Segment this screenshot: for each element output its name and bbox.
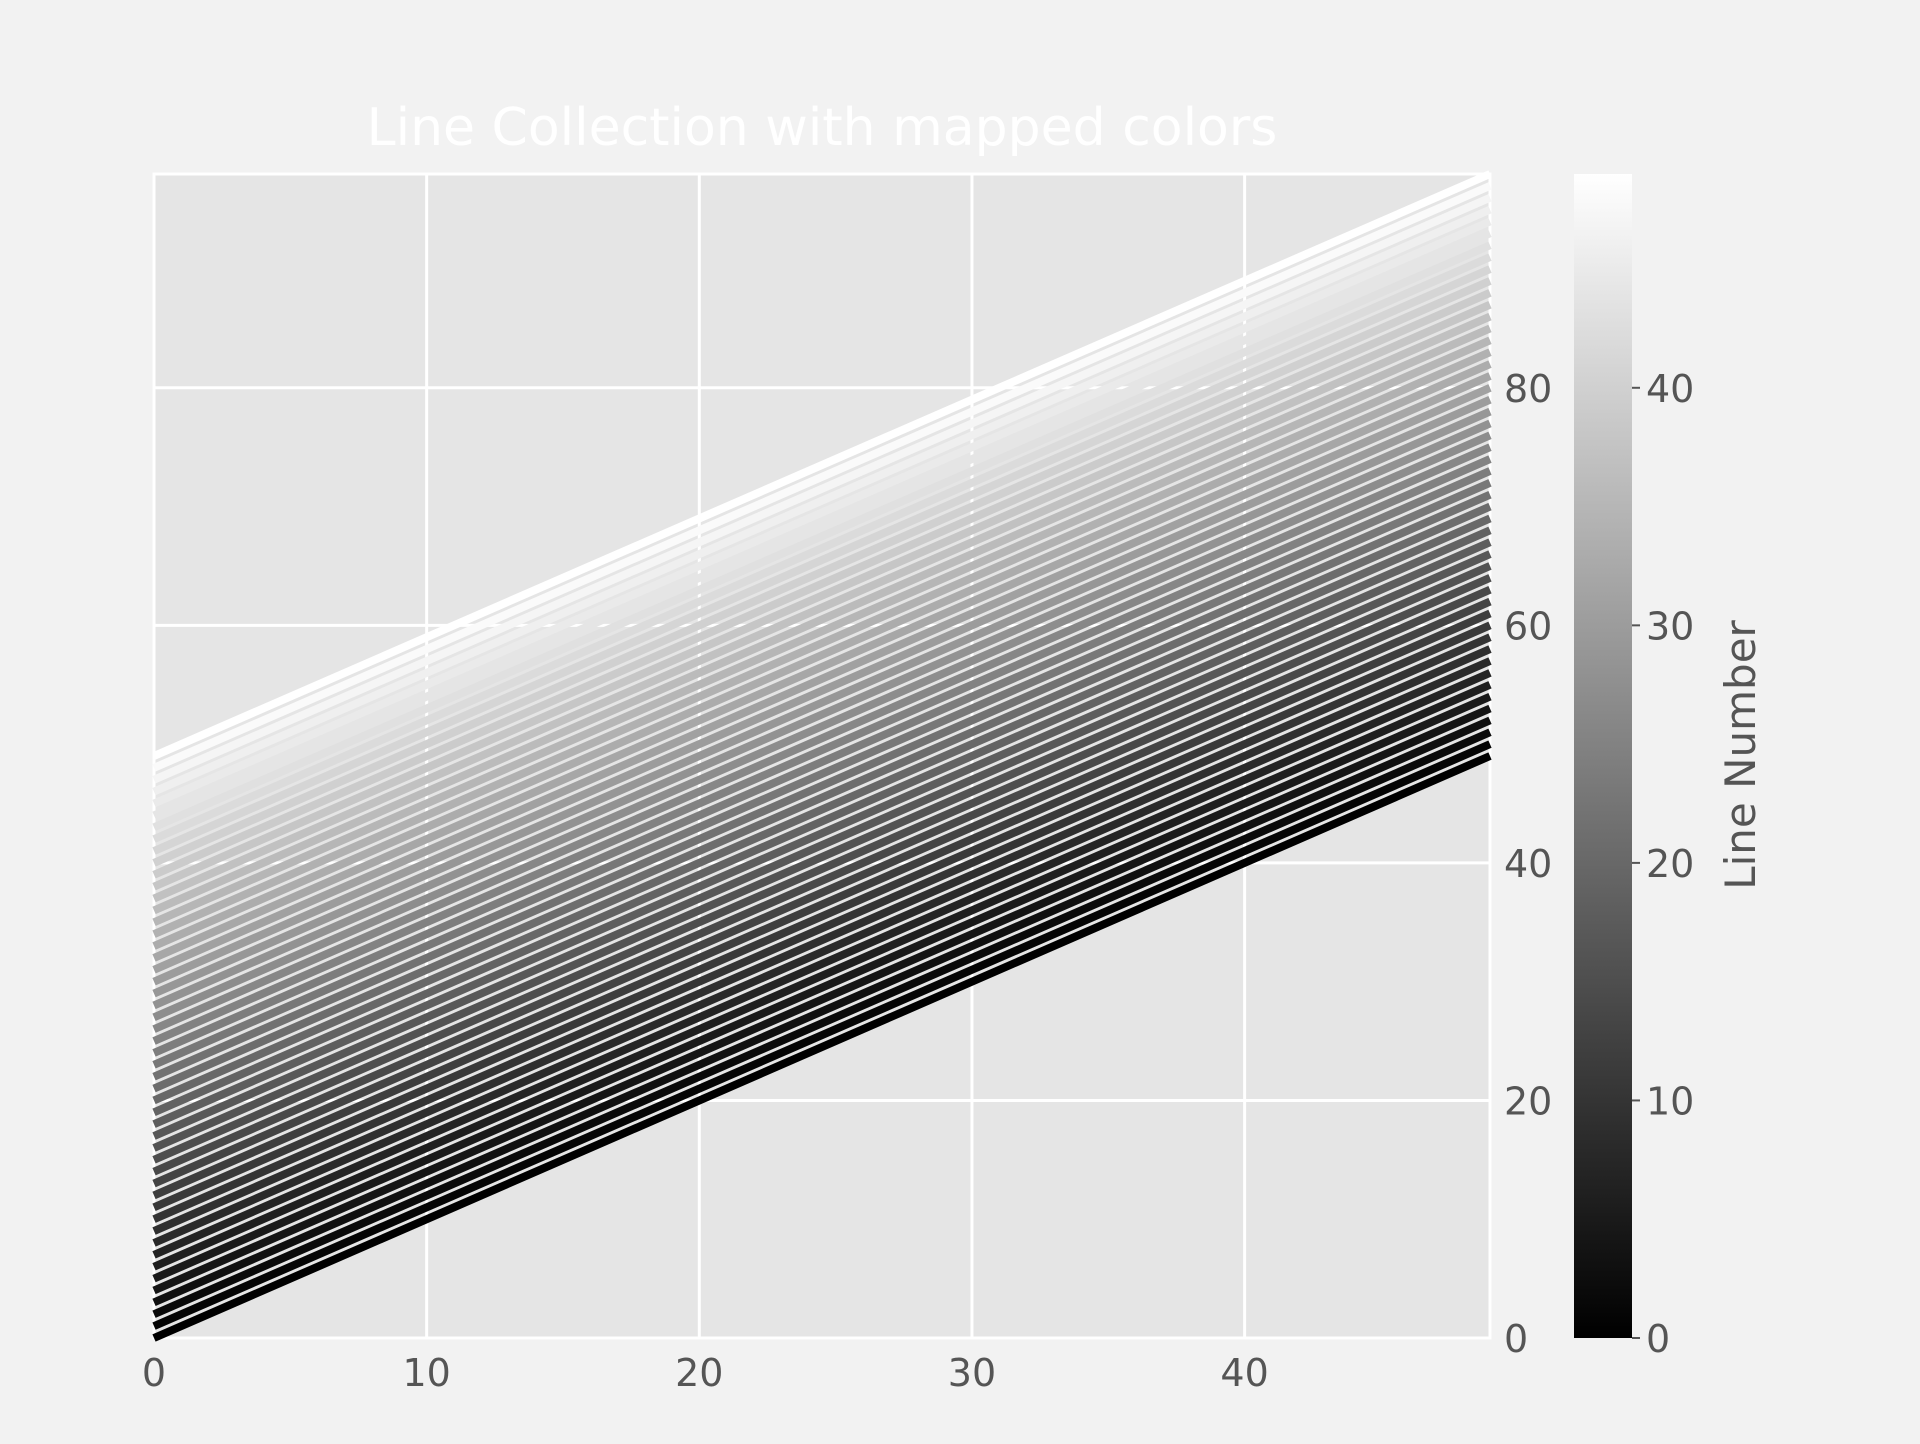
colorbar-tick-label: 40 (1646, 367, 1694, 411)
series-line (152, 728, 1492, 1318)
series-line (152, 229, 1492, 820)
series-line (152, 479, 1492, 1069)
series-line (152, 514, 1492, 1105)
series-line (152, 526, 1492, 1116)
colorbar-tick-label: 20 (1646, 842, 1694, 886)
y-tick-label: 80 (1504, 367, 1552, 411)
x-tick-label: 40 (1220, 1351, 1268, 1395)
series-line (152, 491, 1492, 1081)
y-tick-label: 20 (1504, 1079, 1552, 1123)
series-line (152, 194, 1492, 784)
y-tick-label: 0 (1504, 1317, 1528, 1361)
chart-title: Line Collection with mapped colors (367, 98, 1278, 158)
series-line (152, 443, 1492, 1033)
series-line (152, 633, 1492, 1223)
series-line (152, 324, 1492, 915)
series-line (152, 217, 1492, 808)
series-line (152, 586, 1492, 1176)
series-line (152, 253, 1492, 843)
series-line (152, 336, 1492, 926)
x-tick-label: 0 (142, 1351, 166, 1395)
series-line (152, 419, 1492, 1010)
series-line (152, 609, 1492, 1200)
series-line (152, 597, 1492, 1188)
series-line (152, 277, 1492, 867)
x-axis: 0 10 20 30 40 (142, 1351, 1269, 1395)
colorbar-tick-label: 30 (1646, 604, 1694, 648)
series-line (152, 431, 1492, 1021)
series-line (152, 348, 1492, 938)
series-line (152, 740, 1492, 1330)
series-line (152, 716, 1492, 1307)
colorbar-label: Line Number (1716, 619, 1765, 889)
series-line (152, 692, 1492, 1283)
colorbar-gradient (1574, 174, 1632, 1338)
series-line (152, 752, 1492, 1342)
series-line (152, 574, 1492, 1164)
series-line (152, 455, 1492, 1045)
series-line (152, 170, 1492, 760)
series-line (152, 550, 1492, 1140)
series-line (152, 704, 1492, 1295)
series-line (152, 241, 1492, 831)
series-line (152, 372, 1492, 962)
y-tick-label: 60 (1504, 604, 1552, 648)
series-line (152, 289, 1492, 879)
colorbar-tick-label: 0 (1646, 1317, 1670, 1361)
series-line (152, 645, 1492, 1235)
series-line (152, 360, 1492, 950)
series-line (152, 384, 1492, 974)
series-line (152, 538, 1492, 1128)
series-line (152, 300, 1492, 891)
series-line (152, 621, 1492, 1212)
series-line (152, 182, 1492, 772)
colorbar-tick-label: 10 (1646, 1079, 1694, 1123)
y-axis: 0 20 40 60 80 (1504, 367, 1552, 1361)
series-line (152, 669, 1492, 1259)
series-line (152, 681, 1492, 1271)
x-tick-label: 10 (402, 1351, 450, 1395)
colorbar: 0 10 20 30 40 (1574, 174, 1694, 1361)
x-tick-label: 20 (675, 1351, 723, 1395)
series-line (152, 205, 1492, 796)
series-line (152, 657, 1492, 1247)
series-line (152, 467, 1492, 1057)
series-line (152, 502, 1492, 1093)
series-line (152, 396, 1492, 986)
series-line (152, 312, 1492, 903)
series-line (152, 562, 1492, 1152)
x-tick-label: 30 (948, 1351, 996, 1395)
series-line (152, 265, 1492, 855)
series-line (152, 407, 1492, 998)
y-tick-label: 40 (1504, 842, 1552, 886)
line-collection (152, 170, 1492, 1342)
